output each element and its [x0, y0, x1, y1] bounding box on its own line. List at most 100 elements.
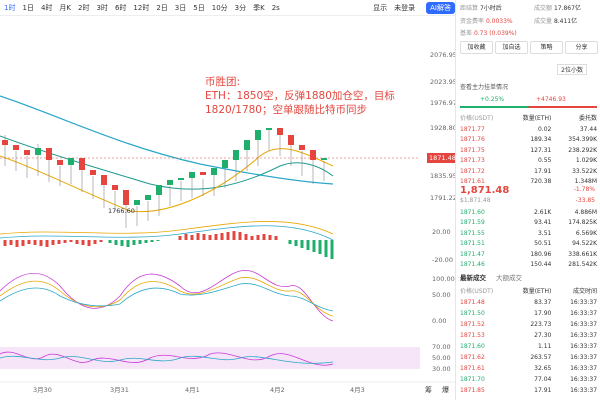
- rsi-axis-label: 30.00: [432, 365, 451, 373]
- candle: [46, 148, 52, 160]
- stat-label: 成交额: [534, 5, 553, 12]
- bid-row-cell: 338.661K: [568, 250, 598, 258]
- ma-line: [0, 135, 334, 190]
- rsi-axis-label: 50.00: [432, 354, 451, 362]
- trade-row-cell: 223.73: [530, 320, 552, 328]
- price-axis-label: 1835.95: [430, 172, 455, 180]
- display-toggle[interactable]: 显示: [373, 3, 388, 12]
- trade-row: 1871.70 77.04 16:33:37: [460, 374, 597, 384]
- trade-row-cell: 32.65: [534, 364, 552, 372]
- stat-value: 0.73 (0.039%): [473, 30, 517, 37]
- precision-select[interactable]: 2位小数: [557, 64, 587, 75]
- trade-row-cell: 1.11: [537, 342, 552, 350]
- stat: 成交量 8.411亿: [534, 16, 577, 25]
- trade-header-cell: 成交时间: [573, 287, 598, 295]
- trade-row-cell: 27.30: [534, 331, 552, 339]
- ask-row-cell: 1871.72: [460, 167, 485, 175]
- ask-row-cell: 238.292K: [568, 146, 598, 154]
- trade-row-cell: 1871.61: [460, 364, 485, 372]
- candle: [211, 168, 217, 175]
- change: -33.85: [575, 197, 595, 204]
- candle: [68, 158, 74, 165]
- candle: [24, 150, 30, 155]
- interval-tab[interactable]: 5日: [193, 3, 205, 12]
- trade-row-cell: 16:33:37: [570, 309, 598, 317]
- candle: [101, 175, 107, 185]
- down-candles: [2, 128, 316, 205]
- stat: 成交额 17.867亿: [534, 3, 581, 12]
- action-button[interactable]: 加自选: [495, 41, 528, 54]
- last-price: 1,871.48: [460, 185, 510, 196]
- interval-tab[interactable]: 2s: [271, 3, 280, 12]
- market-panel: 距结算 7小时后 成交额 17.867亿 资金费率 0.0033% 成交量 8.411…: [455, 0, 600, 400]
- candle: [145, 195, 151, 200]
- interval-tab[interactable]: 1日: [22, 3, 34, 12]
- ask-row-cell: 354.399K: [568, 136, 598, 143]
- action-button[interactable]: 分享: [565, 41, 598, 54]
- trade-header-cell: 价格(USDT): [460, 287, 494, 295]
- trade-row: 1871.60 1.11 16:33:37: [460, 341, 597, 351]
- ask-row: 1871.75 127.31 238.292K: [460, 145, 597, 155]
- annotation: 币胜团:: [205, 76, 240, 88]
- ask-row: 1871.73 0.55 1.029K: [460, 156, 597, 166]
- ask-row-cell: 1.029K: [575, 157, 598, 164]
- interval-tab[interactable]: 1时: [4, 3, 16, 12]
- ask-row-cell: 127.31: [530, 146, 552, 154]
- ask-row-cell: 0.02: [537, 125, 552, 133]
- stat-label: 成交量: [534, 18, 553, 25]
- current-price-tag: [427, 153, 455, 163]
- kdj-axis-label: 100.00: [432, 275, 455, 283]
- kdj-line: [0, 269, 334, 322]
- trade-header: 价格(USDT) 数量(ETH) 成交时间: [460, 285, 597, 295]
- interval-tab[interactable]: 3分: [234, 3, 247, 12]
- candle: [200, 172, 206, 175]
- login[interactable]: 未登录: [394, 3, 416, 12]
- stat-value: 8.411亿: [553, 18, 578, 25]
- trade-tab[interactable]: 大额成交: [496, 274, 522, 282]
- interval-tab[interactable]: 月K: [59, 3, 71, 12]
- macd-axis-label: -20.00: [432, 256, 453, 264]
- ask-row-cell: 33.522K: [572, 167, 598, 175]
- trade-row: 1871.52 223.73 16:33:37: [460, 319, 597, 329]
- kdj-axis-label: 0.00: [432, 317, 446, 325]
- interval-tab[interactable]: 3日: [174, 3, 187, 12]
- toolbar: 1时 1日 4时 月K 2时 3时 6时 12时 2日 3日 5日 10分 3分 季K 2s 显示 未登录 AI解…: [0, 0, 455, 16]
- ask-row-cell: 1871.73: [460, 157, 485, 164]
- interval-tab[interactable]: 10分: [211, 3, 228, 12]
- trade-row-cell: 16:33:37: [570, 342, 598, 350]
- bid-row-cell: 6.569K: [575, 229, 598, 237]
- interval-tab[interactable]: 6时: [114, 3, 127, 12]
- candle: [79, 158, 85, 170]
- trade-header-cell: 数量(ETH): [522, 287, 552, 295]
- trade-tab[interactable]: 最新成交: [460, 274, 486, 282]
- interval-tab[interactable]: 2时: [78, 3, 90, 12]
- bid-row-cell: 1871.60: [460, 208, 485, 216]
- action-button[interactable]: 加收藏: [460, 41, 493, 54]
- price-axis-label: 2076.95: [430, 51, 455, 59]
- candle: [2, 140, 8, 145]
- bid-row-cell: 1871.47: [460, 250, 485, 258]
- interval-tab[interactable]: 3时: [96, 3, 108, 12]
- trade-row: 1871.85 17.91 16:33:37: [460, 385, 597, 395]
- ask-row-cell: 720.38: [530, 178, 552, 185]
- bid-row-cell: 2.61K: [534, 208, 552, 216]
- time-axis-label: 4月2: [270, 386, 285, 394]
- bid-row-cell: 93.41: [534, 219, 552, 226]
- interval-tab[interactable]: 2日: [156, 3, 168, 12]
- footer-icon: 爆: [442, 385, 449, 394]
- bid-row-cell: 281.542K: [568, 261, 598, 268]
- bid-row-cell: 94.522K: [572, 240, 598, 247]
- whale-link[interactable]: 查看主力挂单情况: [460, 84, 509, 91]
- interval-tab[interactable]: 季K: [253, 3, 265, 12]
- macd-histogram: [108, 240, 334, 259]
- interval-tab[interactable]: 4时: [40, 3, 53, 12]
- trade-row: 1871.62 263.57 16:33:37: [460, 352, 597, 362]
- action-button[interactable]: 策略: [530, 41, 563, 54]
- interval-tab[interactable]: 12时: [133, 3, 150, 12]
- bid-row: 1871.55 3.51 6.569K: [460, 228, 597, 238]
- current-price: 1871.48: [429, 154, 455, 162]
- ai-button[interactable]: AI解答: [426, 1, 455, 14]
- candle: [134, 200, 140, 205]
- trade-row-cell: 1871.48: [460, 298, 485, 306]
- rsi-line: [0, 351, 334, 366]
